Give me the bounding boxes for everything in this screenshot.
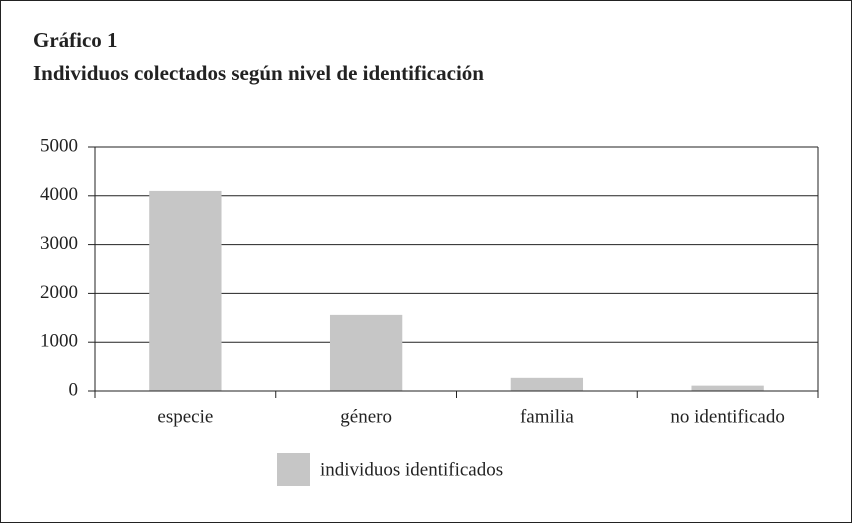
bar: [329, 314, 403, 391]
x-tick-label: familia: [520, 406, 574, 427]
x-tick-label: género: [340, 406, 392, 427]
bar: [691, 385, 764, 391]
y-tick-label: 1000: [40, 331, 78, 352]
y-tick-label: 0: [69, 379, 79, 400]
x-tick-label: especie: [157, 406, 213, 427]
chart-title: Gráfico 1: [33, 28, 118, 52]
y-tick-label: 2000: [40, 282, 78, 303]
bar: [510, 377, 584, 391]
bar: [149, 190, 222, 391]
legend-label: individuos identificados: [320, 459, 503, 480]
legend-swatch: [277, 453, 310, 486]
x-tick-label: no identificado: [670, 406, 785, 427]
y-tick-label: 5000: [40, 135, 78, 156]
y-tick-label: 4000: [40, 184, 78, 205]
y-tick-label: 3000: [40, 233, 78, 254]
chart-subtitle: Individuos colectados según nivel de ide…: [33, 61, 484, 85]
